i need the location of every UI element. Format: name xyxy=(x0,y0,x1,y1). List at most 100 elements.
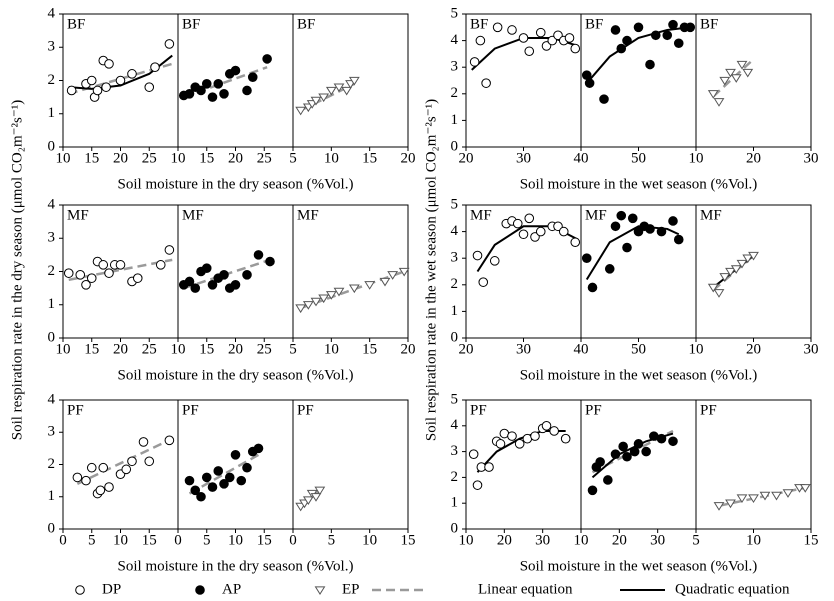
point xyxy=(184,89,195,99)
point xyxy=(771,491,782,501)
y-tick-label: 1 xyxy=(48,296,56,312)
point xyxy=(469,57,480,67)
point xyxy=(219,479,229,489)
x-tick-label: 15 xyxy=(362,150,377,166)
point xyxy=(713,98,725,107)
point xyxy=(475,35,486,46)
point xyxy=(736,259,748,269)
panel-frame xyxy=(292,399,409,530)
point xyxy=(472,480,483,490)
point xyxy=(81,280,91,290)
x-tick-label: 15 xyxy=(257,532,272,548)
point xyxy=(748,494,759,504)
point xyxy=(295,304,307,314)
point xyxy=(95,485,106,496)
x-tick-label: 10 xyxy=(113,532,128,548)
y-tick-label: 5 xyxy=(451,391,459,407)
point xyxy=(668,436,678,447)
point xyxy=(707,90,719,99)
point xyxy=(325,86,337,96)
point xyxy=(253,443,264,454)
y-tick-label: 1 xyxy=(451,303,459,319)
x-axis-title: Soil moisture in the dry season (%Vol.) xyxy=(118,367,354,383)
point xyxy=(66,85,77,96)
y-tick-label: 2 xyxy=(451,276,459,292)
panel-label: MF xyxy=(585,207,607,223)
y-tick-label: 0 xyxy=(48,329,56,345)
point xyxy=(86,462,97,473)
x-tick-label: 5 xyxy=(328,532,336,548)
point xyxy=(247,72,258,82)
point xyxy=(616,210,627,221)
point xyxy=(489,256,500,266)
y-tick-label: 4 xyxy=(451,417,459,433)
x-tick-label: 15 xyxy=(142,532,157,548)
point xyxy=(104,482,114,492)
point xyxy=(115,260,126,270)
point xyxy=(364,281,376,290)
point xyxy=(302,496,314,505)
x-tick-label: 10 xyxy=(324,341,339,357)
y-tick-label: 3 xyxy=(48,424,56,440)
point xyxy=(98,260,109,270)
panel-label: MF xyxy=(297,207,319,223)
y-tick-label: 1 xyxy=(48,488,56,504)
y-title: Soil respiration rate in the wet season … xyxy=(423,99,439,441)
x-tick-label: 10 xyxy=(689,150,704,166)
fit-line xyxy=(712,60,752,98)
point xyxy=(507,431,517,441)
x-tick-label: 10 xyxy=(459,532,474,548)
x-tick-label: 15 xyxy=(199,341,214,357)
point xyxy=(262,54,272,64)
x-axis-title: Soil moisture in the dry season (%Vol.) xyxy=(118,176,354,192)
x-tick-label: 20 xyxy=(746,150,761,166)
x-tick-label: 10 xyxy=(574,532,589,548)
y-tick-label: 2 xyxy=(48,72,56,88)
legend-label: AP xyxy=(222,581,241,597)
point xyxy=(656,226,667,237)
point xyxy=(341,86,353,96)
point xyxy=(86,75,97,86)
point xyxy=(668,19,678,30)
y-tick-label: 3 xyxy=(451,250,459,266)
point xyxy=(478,277,489,287)
point xyxy=(641,446,651,457)
point xyxy=(207,482,218,492)
x-tick-label: 25 xyxy=(257,150,272,166)
point xyxy=(603,475,613,485)
legend-marker xyxy=(314,586,326,595)
point xyxy=(581,70,592,80)
point xyxy=(668,216,678,226)
x-axis-title: Soil moisture in the wet season (%Vol.) xyxy=(520,367,758,383)
point xyxy=(604,264,615,274)
point xyxy=(472,250,483,261)
y-tick-label: 3 xyxy=(451,443,459,459)
point xyxy=(685,22,696,33)
point xyxy=(379,277,391,287)
point xyxy=(101,82,111,92)
x-tick-label: 15 xyxy=(84,341,99,357)
point xyxy=(748,251,759,261)
point xyxy=(207,280,218,290)
panel-label: MF xyxy=(182,207,204,223)
x-axis-title: Soil moisture in the wet season (%Vol.) xyxy=(520,558,758,574)
panel-frame xyxy=(292,204,409,339)
panel-label: MF xyxy=(470,207,492,223)
point xyxy=(333,287,345,297)
x-tick-label: 10 xyxy=(689,341,704,357)
y-tick-label: 1 xyxy=(48,105,56,121)
point xyxy=(242,85,252,96)
point xyxy=(742,254,754,264)
legend-label: DP xyxy=(102,581,121,597)
x-tick-label: 15 xyxy=(401,532,416,548)
point xyxy=(707,283,719,293)
point xyxy=(144,82,155,92)
x-tick-label: 5 xyxy=(289,341,297,357)
point xyxy=(348,76,360,86)
point xyxy=(492,22,503,33)
point xyxy=(98,462,109,473)
panel-label: PF xyxy=(470,402,487,418)
point xyxy=(325,291,337,300)
panel-label: PF xyxy=(67,402,84,418)
point xyxy=(72,472,83,483)
